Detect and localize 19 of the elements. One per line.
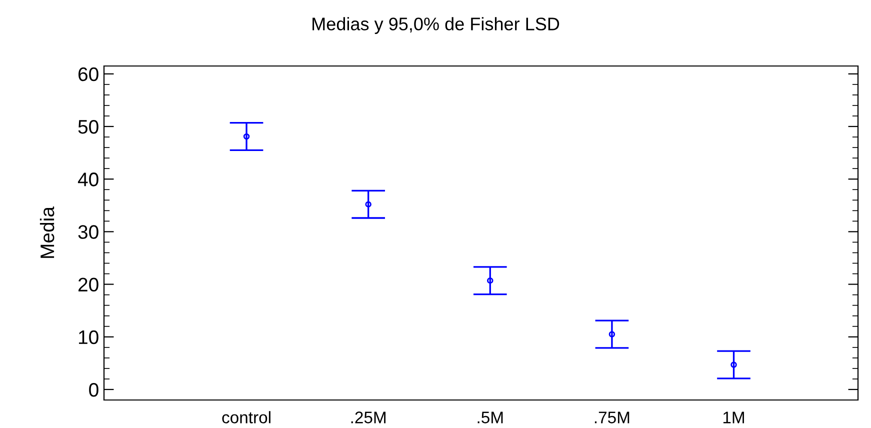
y-tick-label: 40 <box>78 172 98 186</box>
point <box>487 277 494 284</box>
x-tick-label: .5M <box>478 412 503 424</box>
x-tick-label: control <box>222 411 270 424</box>
y-tick-label: 10 <box>78 330 98 344</box>
point <box>365 201 372 208</box>
y-tick-label: 30 <box>78 225 98 239</box>
x-tick-label: .75M <box>594 412 630 424</box>
y-tick-label: 50 <box>78 120 98 134</box>
y-tick-label: 20 <box>78 278 98 292</box>
point <box>608 331 616 338</box>
chart-title: Medias y 95,0% de Fisher LSD <box>312 17 560 34</box>
y-tick-label: 0 <box>89 382 98 397</box>
point <box>243 133 250 140</box>
y-axis-title: Media <box>40 206 54 258</box>
x-tick-label: 1M <box>723 412 744 424</box>
point <box>730 362 737 368</box>
x-tick-label: .25M <box>351 412 386 424</box>
y-tick-label: 60 <box>78 67 98 82</box>
